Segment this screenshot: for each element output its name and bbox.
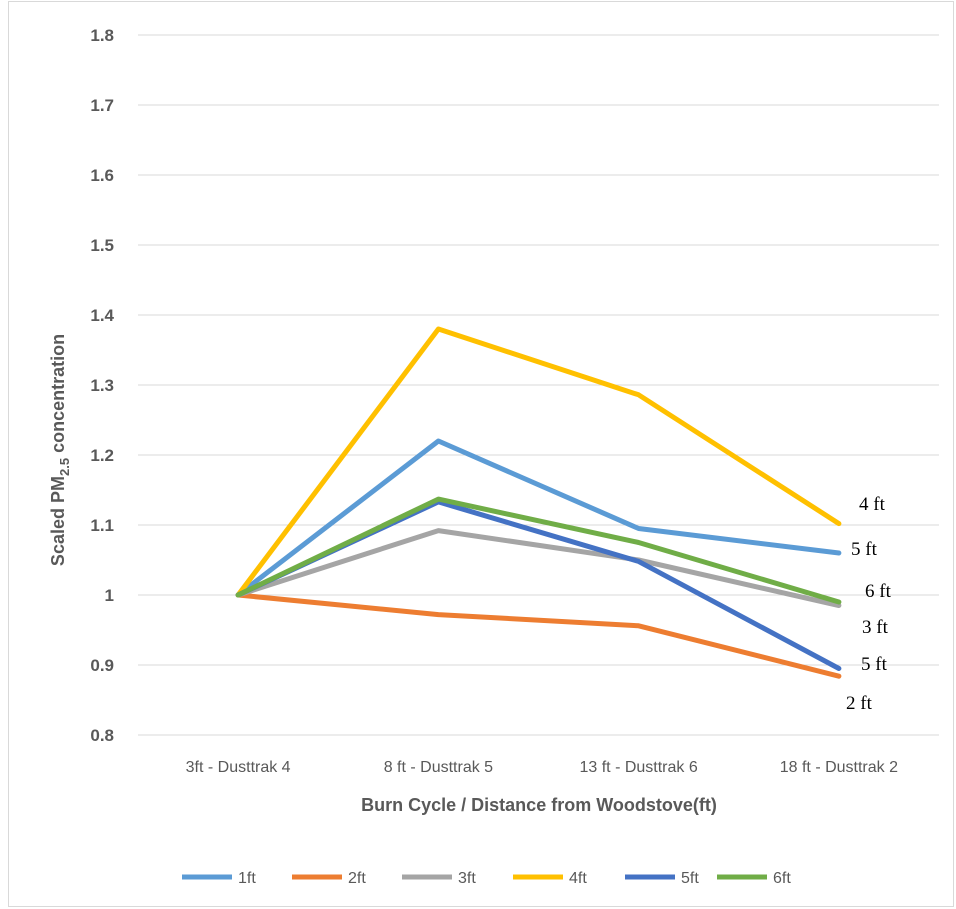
y-axis-title: Scaled PM2.5 concentration <box>48 334 72 566</box>
legend-label-3ft: 3ft <box>458 870 476 887</box>
x-tick-label: 13 ft - Dusttrak 6 <box>579 759 697 776</box>
series-line-4ft <box>235 326 842 598</box>
annotation-2ft: 2 ft <box>846 693 873 714</box>
x-axis-title: Burn Cycle / Distance from Woodstove(ft) <box>361 795 717 815</box>
x-tick-label: 8 ft - Dusttrak 5 <box>384 759 493 776</box>
y-tick-label: 1 <box>105 586 114 605</box>
series-line-6ft <box>235 496 842 605</box>
x-tick-label: 18 ft - Dusttrak 2 <box>780 759 898 776</box>
series-line-1ft <box>235 438 842 598</box>
legend-label-6ft: 6ft <box>773 870 791 887</box>
y-tick-labels: 0.8 0.9 1 1.1 1.2 1.3 1.4 1.5 1.6 1.7 1.8 <box>90 26 114 745</box>
chart-frame <box>8 1 954 907</box>
series-line-2ft <box>235 592 842 679</box>
y-tick-label: 1.8 <box>90 26 114 45</box>
annotation-4ft: 4 ft <box>859 494 886 515</box>
y-tick-label: 1.3 <box>90 376 114 395</box>
gridlines <box>138 34 939 736</box>
series-lines <box>235 326 842 679</box>
annotation-5ft-upper: 5 ft <box>851 539 878 560</box>
y-tick-label: 0.9 <box>90 656 114 675</box>
annotation-5ft-lower: 5 ft <box>861 654 888 675</box>
annotation-3ft: 3 ft <box>862 617 889 638</box>
legend-label-2ft: 2ft <box>348 870 366 887</box>
x-tick-label: 3ft - Dusttrak 4 <box>186 759 291 776</box>
legend-label-1ft: 1ft <box>238 870 256 887</box>
y-tick-label: 1.2 <box>90 446 114 465</box>
y-tick-label: 1.1 <box>90 516 114 535</box>
end-annotations: 4 ft 5 ft 6 ft 3 ft 5 ft 2 ft <box>846 494 892 714</box>
y-tick-label: 1.7 <box>90 96 114 115</box>
legend-label-4ft: 4ft <box>569 870 587 887</box>
annotation-6ft: 6 ft <box>865 581 892 602</box>
y-tick-label: 1.4 <box>90 306 114 325</box>
x-category-labels: 3ft - Dusttrak 4 8 ft - Dusttrak 5 13 ft -… <box>186 759 898 776</box>
series-line-3ft <box>235 528 842 608</box>
y-tick-label: 0.8 <box>90 726 114 745</box>
y-tick-label: 1.5 <box>90 236 114 255</box>
y-tick-label: 1.6 <box>90 166 114 185</box>
legend: 1ft 2ft 3ft 4ft 5ft 6ft <box>182 870 791 887</box>
legend-label-5ft: 5ft <box>681 870 699 887</box>
